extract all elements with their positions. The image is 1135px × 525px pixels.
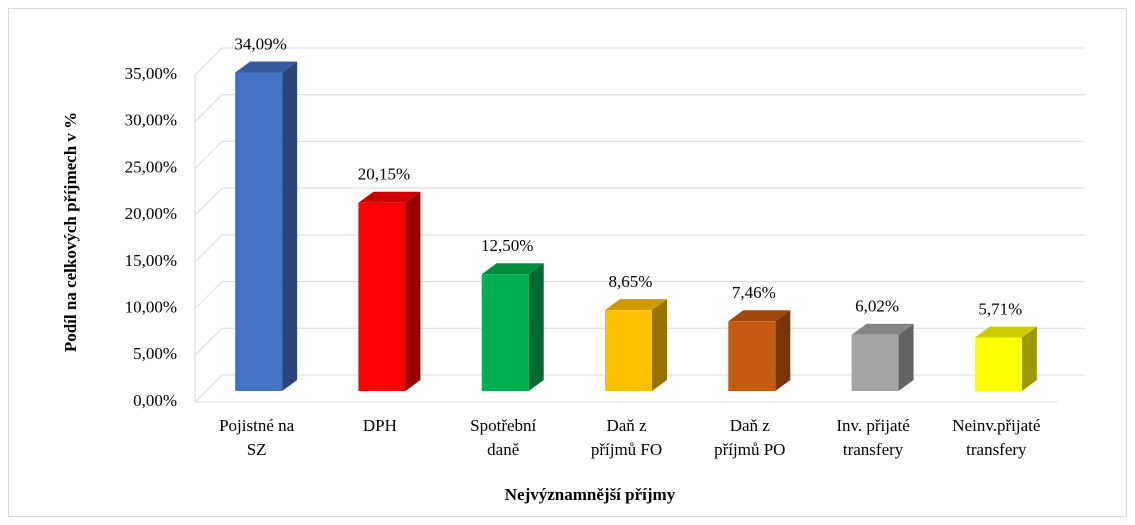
- x-tick-label: Spotřební daně: [470, 416, 536, 459]
- x-tick-label: Inv. přijaté transfery: [836, 416, 909, 459]
- bar-side: [775, 310, 791, 391]
- grid-line-side: [194, 94, 223, 123]
- x-tick-label-line: Daň z: [606, 416, 647, 435]
- bar-top: [974, 326, 1037, 338]
- x-tick-label-line: Pojistné na: [219, 416, 295, 435]
- x-tick-label-line: transfery: [966, 440, 1027, 459]
- x-axis-title: Nejvýznamnější příjmy: [505, 485, 676, 504]
- bar: [235, 72, 283, 391]
- value-label: 7,46%: [732, 283, 776, 302]
- x-tick-label-line: Neinv.přijaté: [952, 416, 1040, 435]
- bar-top: [605, 299, 667, 311]
- bar: [605, 310, 652, 391]
- x-tick-label: Daň z příjmů PO: [714, 416, 785, 459]
- x-tick-label-line: transfery: [843, 440, 904, 459]
- x-tick-label-line: daně: [487, 440, 519, 459]
- bar: [358, 202, 406, 391]
- bar: [481, 274, 529, 391]
- x-tick-label-line: DPH: [363, 416, 397, 435]
- y-axis-title: Podíl na celkových příjmech v %: [61, 112, 80, 352]
- bar-side: [405, 191, 421, 391]
- y-tick-label: 10,00%: [125, 297, 177, 316]
- y-tick-label: 0,00%: [133, 391, 177, 410]
- grid-line-side: [194, 47, 223, 76]
- grid-line-side: [194, 281, 223, 309]
- x-tick-label: DPH: [363, 416, 397, 435]
- bar-top: [481, 263, 544, 275]
- y-tick-label: 30,00%: [125, 111, 177, 130]
- y-tick-label: 5,00%: [133, 344, 177, 363]
- grid-line-side: [194, 187, 223, 216]
- bar-top: [851, 323, 914, 335]
- bar-side: [282, 61, 298, 391]
- value-label: 34,09%: [234, 34, 286, 53]
- bar-side: [1021, 326, 1037, 391]
- grid-line-side: [194, 141, 223, 169]
- bar: [974, 337, 1022, 391]
- y-tick-label: 15,00%: [125, 251, 177, 270]
- value-label: 20,15%: [358, 165, 410, 184]
- x-tick-label: Daň z příjmů FO: [591, 416, 662, 459]
- bar-side: [652, 299, 667, 391]
- bar-top: [358, 191, 421, 203]
- value-label: 6,02%: [855, 297, 899, 316]
- grid-line-side: [194, 327, 223, 356]
- bar-top: [235, 61, 298, 73]
- x-tick-label-line: příjmů FO: [591, 440, 662, 459]
- y-tick-label: 25,00%: [125, 157, 177, 176]
- y-tick-label: 20,00%: [125, 204, 177, 223]
- bar-side: [528, 263, 544, 391]
- value-label: 5,71%: [978, 300, 1022, 319]
- bar-top: [728, 310, 791, 322]
- grid-line-side: [194, 374, 223, 403]
- x-tick-label-line: Inv. přijaté: [836, 416, 909, 435]
- x-tick-label-line: Spotřební: [470, 416, 536, 435]
- bar: [851, 334, 899, 391]
- bar-side: [898, 323, 914, 391]
- grid-line-side: [194, 234, 223, 263]
- x-tick-label-line: Daň z: [730, 416, 771, 435]
- x-tick-label-line: příjmů PO: [714, 440, 785, 459]
- x-tick-label: Pojistné na SZ: [219, 416, 295, 459]
- x-tick-label-line: SZ: [247, 440, 267, 459]
- bar: [728, 321, 776, 391]
- value-label: 8,65%: [609, 272, 653, 291]
- value-label: 12,50%: [481, 236, 533, 255]
- x-tick-label: Neinv.přijaté transfery: [952, 416, 1040, 459]
- y-tick-label: 35,00%: [125, 64, 177, 83]
